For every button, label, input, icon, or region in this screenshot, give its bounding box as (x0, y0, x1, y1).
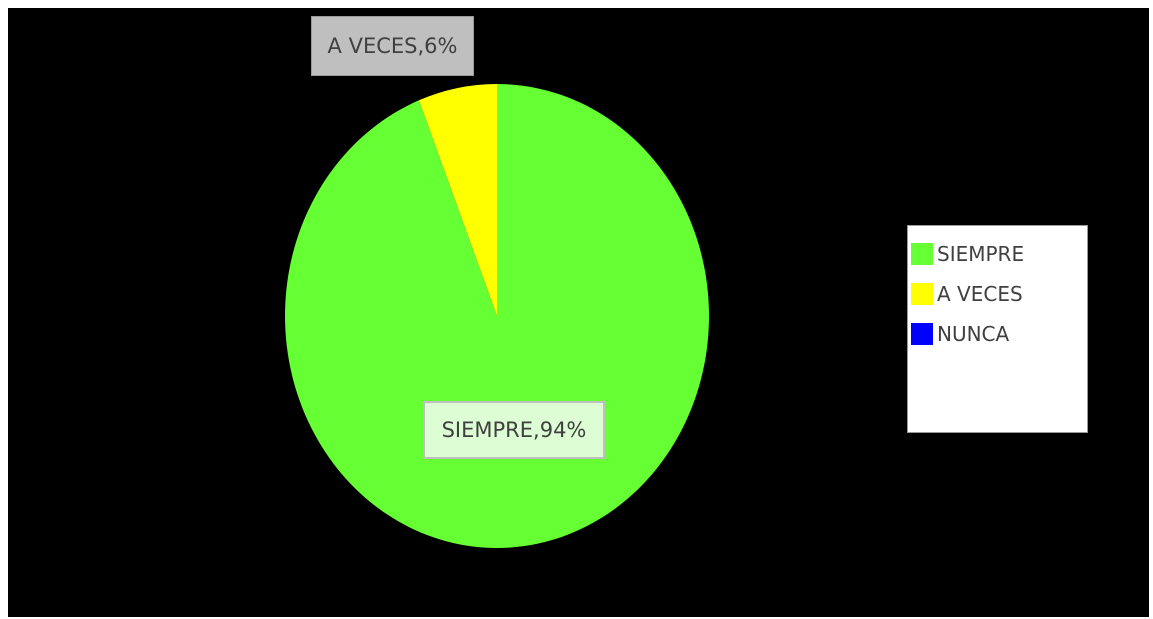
data-label-a-veces: A VECES,6% (311, 16, 474, 76)
legend-swatch-siempre (911, 243, 933, 265)
legend-swatch-nunca (911, 323, 933, 345)
legend-label-nunca: NUNCA (937, 322, 1010, 346)
data-label-siempre: SIEMPRE,94% (423, 401, 605, 459)
legend: SIEMPRE A VECES NUNCA (907, 225, 1088, 433)
chart-area: A VECES,6% SIEMPRE,94% SIEMPRE A VECES N… (8, 8, 1149, 617)
legend-label-a-veces: A VECES (937, 282, 1023, 306)
legend-item-nunca: NUNCA (911, 314, 1087, 354)
legend-swatch-a-veces (911, 283, 933, 305)
legend-item-a-veces: A VECES (911, 274, 1087, 314)
legend-label-siempre: SIEMPRE (937, 242, 1025, 266)
legend-item-siempre: SIEMPRE (911, 234, 1087, 274)
pie-slice-a-veces (418, 84, 497, 316)
